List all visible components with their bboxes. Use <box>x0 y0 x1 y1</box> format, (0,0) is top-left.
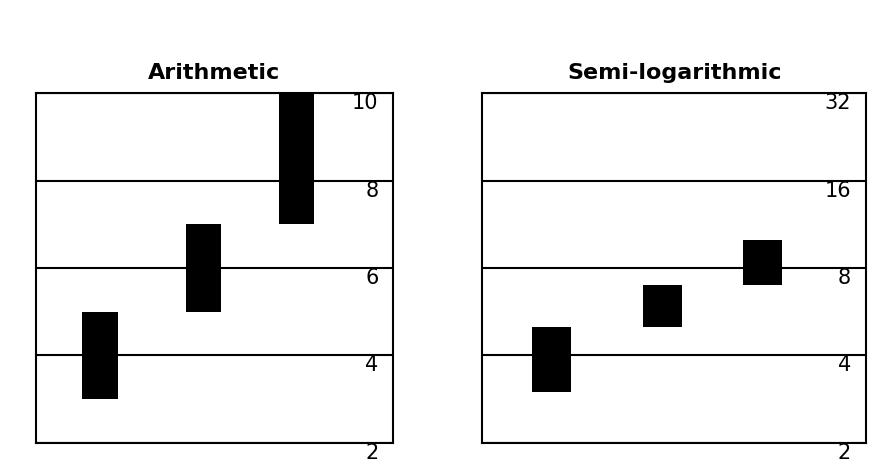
Text: 4: 4 <box>365 355 379 375</box>
Text: 10: 10 <box>352 93 379 113</box>
Text: 8: 8 <box>365 180 379 200</box>
Bar <box>644 285 682 327</box>
Text: 2: 2 <box>365 443 379 463</box>
Text: 32: 32 <box>824 93 851 113</box>
Bar <box>279 93 314 224</box>
Bar <box>82 312 118 399</box>
Bar <box>532 327 571 391</box>
Bar <box>743 240 781 285</box>
Bar <box>186 224 221 312</box>
Text: 6: 6 <box>365 268 379 288</box>
Text: 16: 16 <box>824 180 851 200</box>
Title: Semi-logarithmic: Semi-logarithmic <box>567 63 781 83</box>
Title: Arithmetic: Arithmetic <box>148 63 280 83</box>
Text: 8: 8 <box>838 268 851 288</box>
Text: 4: 4 <box>838 355 851 375</box>
Text: 2: 2 <box>838 443 851 463</box>
